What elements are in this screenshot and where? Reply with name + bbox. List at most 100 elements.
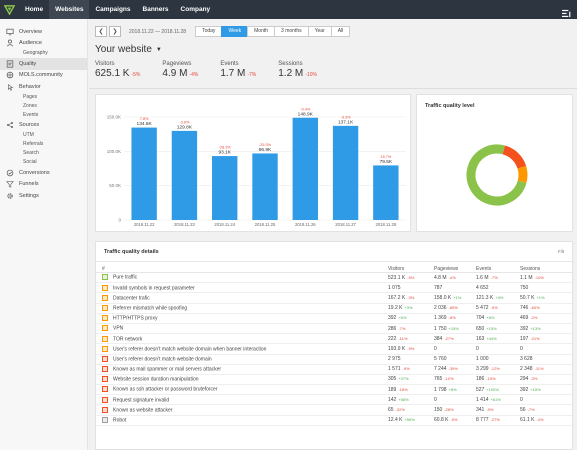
quality-color-swatch [102,406,108,413]
period-month-button[interactable]: Month [247,26,276,37]
filter-button[interactable]: Filt [558,249,564,254]
metric-events[interactable]: Events 1.7 M -7% [220,61,256,79]
sidebar-subitem-referrals[interactable]: Referrals [23,141,44,147]
cell-value: 341 [476,407,485,414]
nav-websites[interactable]: Websites [49,0,90,19]
sidebar-item-label: Overview [19,28,42,35]
metric-label: Visitors [95,61,115,67]
table-row[interactable]: Known as ssh attacker or password brutef… [96,384,572,396]
table-cell: Known as mail spammer or mail servers at… [96,364,388,375]
sidebar-item-overview[interactable]: Overview [0,26,87,38]
table-row[interactable]: Robot 12.4 K +55% 60.8 K -9% 8 777 -27% 61.1 K-… [96,415,572,426]
cell-value: 746 [520,305,529,312]
table-row[interactable]: Pure traffic 523.1 K -5% 4.8 M -4% 1.6 M -7% 1.… [96,272,572,284]
table-row[interactable]: HTTP/HTTPS proxy 392 +6% 1 369 -8% 704 +8% 469-… [96,313,572,324]
cell-change: -9% [490,305,498,311]
nav-banners[interactable]: Banners [142,6,169,13]
sidebar-subitem-events[interactable]: Events [23,111,39,118]
table-row[interactable]: TOR network 222 -11% 384 -27% 163 +44% 197 -21% [96,333,572,345]
metric-pageviews[interactable]: Pageviews 4.9 M -4% [162,61,198,79]
table-row[interactable]: Invalid symbols in request parameter 1 07… [96,282,572,294]
cell-value: 1 075 [388,284,401,291]
website-selector[interactable]: Your website ▼ [95,44,162,55]
table-row[interactable]: Known as website attacker 65 -32% 150 -28% 34… [96,404,572,416]
sidebar-item-conversions[interactable]: Conversions [0,167,87,179]
period-year-button[interactable]: Year [307,26,332,37]
col-header-sessions[interactable]: Sessions [520,262,572,273]
table-title: Traffic quality details [104,248,159,255]
table-cell: 392 +15% [520,384,572,396]
x-tick-label: 2018.11.22 [134,222,155,227]
table-row[interactable]: Website session duration manipulation 305… [96,374,572,386]
cell-value: 50.7 K [520,294,535,301]
quality-color-swatch [102,417,108,424]
table-row[interactable]: Referrer mismatch while spoofing 19.2 K +3… [96,303,572,314]
sidebar-item-label: MOLS.community [19,72,63,79]
sidebar-subitem-search[interactable]: Search [23,150,39,156]
table-cell: 50.7 K +1% [520,292,572,304]
sidebar-subitem-utm[interactable]: UTM [23,132,34,138]
cell-change: -3% [530,376,538,382]
period-week-button[interactable]: Week [221,26,249,37]
metric-change: -4% [189,72,199,78]
sidebar-item-settings[interactable]: Settings [0,190,87,202]
logo-icon[interactable] [0,0,19,19]
y-tick-label: 100.0K [107,149,121,154]
donut-slice[interactable] [465,143,529,207]
sidebar-item-audience[interactable]: Audience [0,38,87,50]
sidebar-item-behavior[interactable]: Behavior [0,81,87,93]
table-cell: HTTP/HTTPS proxy [96,313,388,324]
period-3months-button[interactable]: 3 months [274,26,309,37]
sidebar-item-mols-community[interactable]: MOLS.community [0,70,87,82]
cell-change: -7% [527,407,535,413]
nav-home[interactable]: Home [25,6,44,13]
cell-value: 19.2 K [388,305,403,312]
table-row[interactable]: Known as mail spammer or mail servers at… [96,364,572,375]
table-cell: 8 777 -27% [476,415,520,426]
sidebar-item-label: Conversions [19,169,50,176]
cell-value: 60.8 K [434,417,449,424]
cell-change: +4% [495,294,504,300]
filter-menu-icon[interactable] [562,5,571,23]
cell-value: 1.1 M [520,274,533,281]
col-header-events[interactable]: Events [476,262,520,273]
table-row[interactable]: User's referer doesn't match website dom… [96,343,572,355]
metric-sessions[interactable]: Sessions 1.2 M -10% [278,61,317,79]
visitors-bar-chart: 0 50.0K 100.0K 150.0K 7.8%134.6K 2018.11.22 -3… [107,107,406,227]
quality-icon [6,60,14,68]
sidebar-subitem-social[interactable]: Social [23,159,37,165]
sidebar-subitem-pages[interactable]: Pages [23,93,38,100]
sidebar-item-quality[interactable]: Quality [0,58,87,70]
col-header-pageviews[interactable]: Pageviews [434,262,476,273]
table-row[interactable]: Datacenter trafic 167.2 K -3% 158.0 K +1% 121… [96,292,572,304]
cell-change: -9% [407,345,415,351]
period-today-button[interactable]: Today [195,26,223,37]
table-row[interactable]: Request signature invalid 142 +58% 0 1 414 +6… [96,394,572,406]
sidebar-item-funnels[interactable]: Funnels [0,179,87,191]
sidebar-subitem-geography[interactable]: Geography [23,50,48,56]
col-header-visitors[interactable]: Visitors [388,262,434,273]
period-all-button[interactable]: All [330,26,351,37]
sidebar-item-sources[interactable]: Sources [0,120,87,132]
cell-change: -2% [530,315,538,321]
bar-change-label: -3.3% [341,115,352,119]
next-period-button[interactable]: ❯ [109,26,121,37]
sidebar-subitem-zones[interactable]: Zones [23,102,37,109]
prev-period-button[interactable]: ❮ [95,26,107,37]
cell-change: -7% [490,274,498,280]
bar-value-label: 96.9K [259,147,272,153]
nav-campaigns[interactable]: Campaigns [95,6,131,13]
table-row[interactable]: User's referer doesn't match website dom… [96,354,572,365]
table-cell: 294 -3% [520,374,572,386]
date-range-label[interactable]: 2018.11.22 — 2018.11.28 [129,28,187,35]
donut-slice[interactable] [465,143,529,207]
col-header-name[interactable]: # [96,262,388,273]
nav-company[interactable]: Company [180,6,211,13]
table-cell: 0 [434,394,476,406]
metric-visitors[interactable]: Visitors 625.1 K -5% [95,61,140,79]
table-row[interactable]: VPN 286 -7% 1 750 +15% 650 +15% 392 +13% [96,323,572,335]
table-cell: 142 +58% [388,394,434,406]
x-tick-label: 2018.11.24 [214,222,235,227]
cell-value: 469 [520,315,529,322]
cell-change: -27% [444,335,454,341]
